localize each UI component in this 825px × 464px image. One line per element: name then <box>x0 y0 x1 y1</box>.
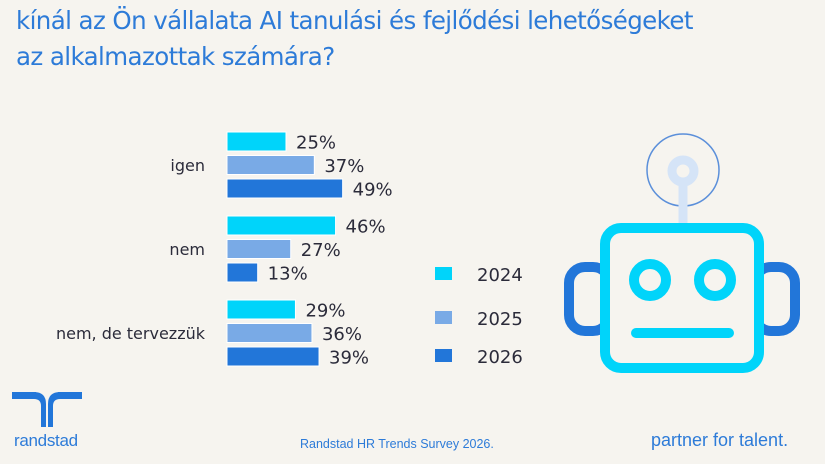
bar-2026 <box>226 178 344 199</box>
data-label: 13% <box>268 264 308 285</box>
bar-2025 <box>226 239 292 259</box>
bar-2025 <box>226 323 313 343</box>
title-line-1: kínál az Ön vállalata AI tanulási és fej… <box>16 6 693 35</box>
category-label: nem, de tervezzük <box>56 324 206 343</box>
bar-2024 <box>226 215 337 236</box>
legend-label: 2024 <box>477 265 523 286</box>
bar-2026 <box>226 346 320 367</box>
legend-label: 2025 <box>477 309 523 330</box>
legend-swatch-2025 <box>435 311 452 324</box>
source-note: Randstad HR Trends Survey 2026. <box>300 437 494 451</box>
bar-2024 <box>226 131 287 152</box>
data-label: 25% <box>296 133 336 154</box>
bar-2025 <box>226 155 315 175</box>
legend-label: 2026 <box>477 347 523 368</box>
title-line-2: az alkalmazottak számára? <box>16 42 335 71</box>
category-label: nem <box>169 240 205 259</box>
tagline: partner for talent. <box>651 430 789 450</box>
data-label: 36% <box>322 324 362 345</box>
data-label: 37% <box>324 156 364 177</box>
legend-swatch-2026 <box>435 349 452 362</box>
bar-2024 <box>226 299 296 320</box>
data-label: 49% <box>353 180 393 201</box>
data-label: 27% <box>301 240 341 261</box>
randstad-logo <box>12 392 82 427</box>
data-label: 46% <box>346 217 386 238</box>
data-label: 39% <box>329 348 369 369</box>
data-label: 29% <box>305 301 345 322</box>
category-label: igen <box>170 156 205 175</box>
bar-2026 <box>226 262 259 283</box>
brand-name: randstad <box>14 431 78 450</box>
page-title: kínál az Ön vállalata AI tanulási és fej… <box>16 3 693 75</box>
legend-swatch-2024 <box>435 267 452 280</box>
